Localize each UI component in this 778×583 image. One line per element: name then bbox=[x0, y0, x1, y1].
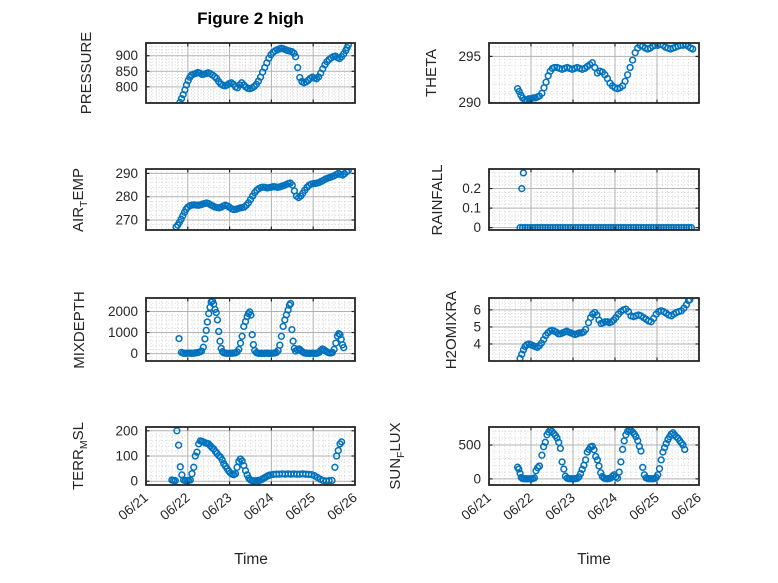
y-tick-label: 1000 bbox=[108, 325, 138, 340]
y-tick-label: 0.2 bbox=[462, 181, 481, 196]
x-tick-label: 06/21 bbox=[115, 490, 151, 523]
y-tick-label: 0.1 bbox=[462, 201, 481, 216]
axes-box bbox=[488, 426, 700, 486]
xlabel-time-left: Time bbox=[234, 551, 268, 568]
y-tick-label: 500 bbox=[458, 437, 481, 452]
y-tick-label: 6 bbox=[473, 302, 481, 317]
tick-marks bbox=[145, 298, 356, 361]
subplot-sunflux: 0 500 06/21 06/22 06/23 06/24 06/25 06/26 bbox=[458, 426, 704, 524]
x-tick-label: 06/21 bbox=[458, 490, 494, 523]
axes-box bbox=[488, 297, 700, 362]
minor-grid bbox=[146, 298, 355, 361]
ylabel-text: SL bbox=[70, 422, 87, 441]
tick-marks bbox=[488, 169, 700, 230]
minor-grid bbox=[489, 43, 699, 103]
y-tick-label: 270 bbox=[115, 212, 138, 227]
tick-marks bbox=[145, 43, 356, 103]
y-tick-label: 800 bbox=[115, 79, 138, 94]
x-tick-label: 06/23 bbox=[199, 490, 235, 523]
ylabel-subscript: F bbox=[395, 451, 407, 458]
tick-marks bbox=[488, 43, 700, 104]
y-tick-label: 2000 bbox=[108, 304, 138, 319]
scatter-series-airtemp bbox=[172, 169, 352, 230]
y-tick-label: 0 bbox=[130, 474, 138, 489]
y-tick-label: 5 bbox=[473, 319, 481, 334]
axes-box bbox=[145, 297, 356, 362]
minor-grid bbox=[146, 169, 355, 230]
ylabel-subscript: M bbox=[78, 440, 90, 450]
ylabel-text: EMP bbox=[70, 167, 87, 201]
y-tick-label: 0 bbox=[130, 346, 138, 361]
axes-box bbox=[488, 168, 700, 231]
x-tick-label: 06/24 bbox=[584, 490, 620, 524]
x-tick-label: 06/23 bbox=[542, 490, 578, 523]
x-tick-label: 06/22 bbox=[500, 490, 536, 523]
subplot-airtemp: 270 280 290 bbox=[115, 166, 356, 231]
tick-marks bbox=[488, 427, 700, 485]
tick-marks bbox=[488, 298, 700, 361]
subplot-h2omixra: 4 5 6 bbox=[473, 297, 700, 362]
subplot-mixdepth: 0 1000 2000 bbox=[108, 297, 356, 362]
y-tick-label: 0 bbox=[473, 220, 481, 235]
x-tick-label: 06/24 bbox=[241, 490, 277, 524]
ylabel-terrmsl: TERRMSL bbox=[69, 356, 90, 556]
y-tick-label: 290 bbox=[458, 95, 481, 110]
y-tick-label: 0 bbox=[473, 471, 481, 486]
x-tick-label: 06/26 bbox=[324, 490, 360, 523]
x-tick-label: 06/25 bbox=[283, 490, 319, 523]
xlabel-time-right: Time bbox=[577, 551, 611, 568]
axes-box bbox=[145, 42, 356, 104]
ylabel-sunflux: SUNFLUX bbox=[386, 356, 407, 556]
minor-grid bbox=[489, 169, 699, 230]
minor-grid bbox=[489, 427, 699, 485]
ylabel-text: AIR bbox=[70, 206, 87, 232]
ylabel-text: THETA bbox=[423, 48, 440, 98]
y-tick-label: 900 bbox=[115, 48, 138, 63]
ylabel-text: LUX bbox=[387, 422, 404, 452]
axes-box bbox=[488, 42, 700, 104]
y-tick-label: 280 bbox=[115, 189, 138, 204]
tick-marks bbox=[145, 427, 356, 485]
scatter-series-rainfall bbox=[516, 169, 696, 230]
subplot-rainfall: 0 0.1 0.2 bbox=[462, 168, 700, 235]
y-tick-label: 100 bbox=[115, 449, 138, 464]
y-tick-label: 295 bbox=[458, 49, 481, 64]
figure-title: Figure 2 high bbox=[197, 9, 304, 28]
tick-marks bbox=[145, 169, 356, 230]
scatter-series-h2omixra bbox=[516, 298, 694, 361]
y-tick-label: 4 bbox=[473, 336, 481, 351]
scatter-series-mixdepth bbox=[175, 298, 348, 358]
ylabel-text: H2OMIXRA bbox=[443, 290, 460, 369]
ylabel-text: TERR bbox=[70, 449, 87, 490]
ylabel-subscript: T bbox=[78, 200, 90, 207]
scatter-series-pressure bbox=[176, 43, 352, 103]
ylabel-text: RAINFALL bbox=[429, 164, 446, 235]
axes-box bbox=[145, 168, 356, 231]
x-tick-label: 06/22 bbox=[157, 490, 193, 523]
subplot-terrmsl: 0 100 200 06/21 06/22 06/23 06/24 06/25 06/26 bbox=[115, 423, 360, 523]
scatter-series-sunflux bbox=[513, 427, 689, 483]
y-tick-label: 290 bbox=[115, 166, 138, 181]
scatter-series-terrmsl bbox=[168, 427, 346, 485]
subplot-theta: 290 295 bbox=[458, 42, 700, 110]
y-tick-label: 200 bbox=[115, 423, 138, 438]
x-tick-label: 06/25 bbox=[626, 490, 662, 523]
ylabel-text: SUN bbox=[387, 457, 404, 490]
x-tick-label: 06/26 bbox=[668, 490, 704, 523]
y-tick-label: 850 bbox=[115, 64, 138, 79]
ylabel-h2omixra: H2OMIXRA bbox=[442, 230, 462, 430]
